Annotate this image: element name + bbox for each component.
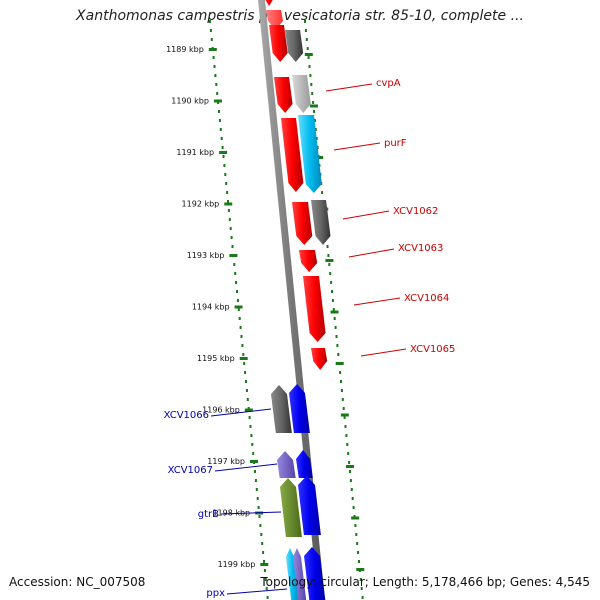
label-leader-line xyxy=(220,511,282,515)
ruler-tick-left xyxy=(250,460,258,463)
gene-label-xcv1064[interactable]: XCV1064 xyxy=(404,293,449,304)
gene-label-purf[interactable]: purF xyxy=(384,138,407,149)
label-leader-line xyxy=(342,210,390,220)
genome-backbone xyxy=(258,0,325,600)
gene-label-xcv1066[interactable]: XCV1066 xyxy=(164,410,209,421)
gene-feature[interactable] xyxy=(271,385,292,433)
ruler-tick-label: 1199 kbp xyxy=(218,560,256,569)
ruler-tick-label: 1191 kbp xyxy=(176,148,214,157)
gene-feature[interactable] xyxy=(289,384,310,433)
ruler-tick-right xyxy=(335,362,344,365)
ruler-tick-label: 1196 kbp xyxy=(202,406,240,415)
label-leader-line xyxy=(348,248,395,258)
ruler-tick-right xyxy=(330,310,339,314)
gene-feature[interactable] xyxy=(263,0,275,6)
gene-label-gtrb[interactable]: gtrB xyxy=(198,509,219,520)
gene-feature[interactable] xyxy=(269,25,288,62)
ruler-tick-right xyxy=(315,156,324,159)
ruler-tick-right xyxy=(346,465,354,468)
ruler-tick-label: 1198 kbp xyxy=(212,509,250,518)
label-leader-line xyxy=(226,588,288,595)
label-leader-line xyxy=(333,142,381,151)
gene-feature[interactable] xyxy=(274,77,293,113)
label-leader-line xyxy=(353,297,401,306)
gene-feature[interactable] xyxy=(293,548,307,600)
ruler-tick-label: 1190 kbp xyxy=(171,97,209,106)
gene-feature[interactable] xyxy=(286,548,300,600)
label-leader-line xyxy=(325,83,373,92)
label-leader-line xyxy=(214,463,278,472)
gene-label-ppx[interactable]: ppx xyxy=(206,588,225,599)
accession-text: Accession: NC_007508 xyxy=(9,575,146,589)
ruler-tick-left xyxy=(260,563,269,566)
ruler-tick-left xyxy=(239,357,248,360)
ruler-tick-label: 1189 kbp xyxy=(166,45,204,54)
gene-features[interactable] xyxy=(263,0,331,600)
ruler-ticks: 1189 kbp 1190 kbp 1191 kbp 1192 kbp 1193 kbp… xyxy=(166,45,365,571)
label-leader-line xyxy=(210,408,272,417)
ruler-tick-label: 1194 kbp xyxy=(192,303,230,312)
gene-label-xcv1065[interactable]: XCV1065 xyxy=(410,344,455,355)
genome-summary: Topology: circular; Length: 5,178,466 bp… xyxy=(260,575,590,589)
ruler-tick-left xyxy=(219,151,228,154)
gene-feature[interactable] xyxy=(299,250,318,272)
ruler-tick-right xyxy=(309,104,318,108)
gene-feature[interactable] xyxy=(298,476,321,535)
gene-feature[interactable] xyxy=(304,547,326,600)
gene-feature[interactable] xyxy=(311,348,328,370)
ruler-tick-label: 1192 kbp xyxy=(182,200,220,209)
gene-feature[interactable] xyxy=(311,200,331,245)
gene-feature[interactable] xyxy=(292,202,313,245)
ruler-tick-right xyxy=(356,568,365,571)
ruler-tick-right xyxy=(304,53,313,56)
label-leader-line xyxy=(360,348,407,357)
gene-feature[interactable] xyxy=(298,115,322,193)
gene-feature[interactable] xyxy=(285,30,304,62)
gene-labels[interactable]: cvpA purF XCV1062 XCV1063 XCV1064 XCV1065 XCV1… xyxy=(164,78,456,599)
gene-label-xcv1062[interactable]: XCV1062 xyxy=(393,206,438,217)
gene-feature[interactable] xyxy=(281,118,304,192)
gene-label-cvpa[interactable]: cvpA xyxy=(376,78,401,89)
ruler-tick-right xyxy=(325,259,334,262)
gene-feature[interactable] xyxy=(277,451,296,478)
gene-feature[interactable] xyxy=(303,276,326,342)
ruler-tick-left xyxy=(213,99,222,103)
map-title: Xanthomonas campestris pv. vesicatoria s… xyxy=(76,8,524,24)
ruler-tick-left xyxy=(234,305,243,309)
ruler-tick-left xyxy=(224,202,233,206)
gene-feature[interactable] xyxy=(280,478,302,537)
gene-feature[interactable] xyxy=(296,450,313,478)
ruler-tick-left xyxy=(208,48,217,51)
ruler-tick-label: 1193 kbp xyxy=(187,251,225,260)
ruler-tick-label: 1195 kbp xyxy=(197,354,235,363)
ruler-tick-right xyxy=(351,516,360,520)
ruler-tick-left xyxy=(229,254,238,257)
ruler-tick-label: 1197 kbp xyxy=(207,457,245,466)
gene-label-xcv1063[interactable]: XCV1063 xyxy=(398,243,443,254)
gene-label-xcv1067[interactable]: XCV1067 xyxy=(168,465,213,476)
ruler-tick-right xyxy=(340,413,349,417)
gene-feature[interactable] xyxy=(292,75,311,113)
ruler-tick-left xyxy=(244,408,253,412)
